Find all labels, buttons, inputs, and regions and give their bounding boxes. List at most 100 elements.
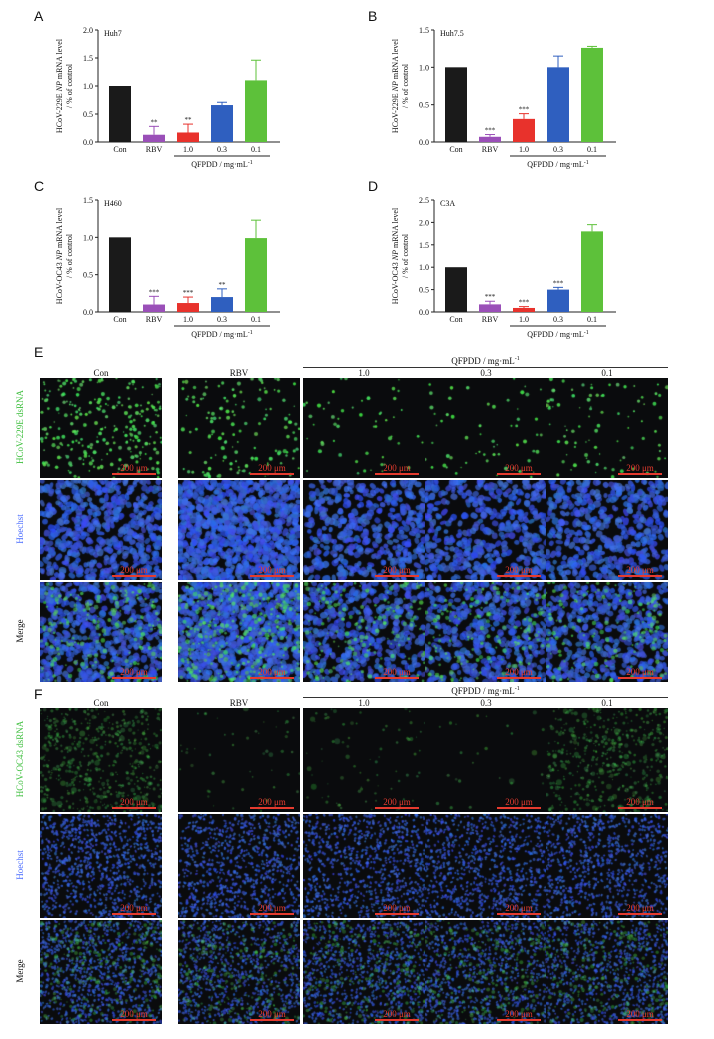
scale-bar-line <box>618 1019 662 1021</box>
column-label: Con <box>93 698 109 708</box>
row-label: HCoV-OC43 dsRNA <box>15 720 25 798</box>
scale-bar-line <box>112 677 156 679</box>
micrograph-canvas <box>425 920 547 1024</box>
micrograph-canvas <box>40 920 162 1024</box>
x-tick-label: 0.1 <box>587 315 597 324</box>
group-label: QFPDD / mg·mL-1 <box>191 160 252 169</box>
bar <box>445 267 467 312</box>
scale-bar: 200 μm <box>250 565 294 577</box>
micrograph-image: 200 μm <box>303 920 425 1024</box>
scale-bar: 200 μm <box>497 903 541 915</box>
x-tick-label: 1.0 <box>183 145 193 154</box>
y-tick-label: 1.5 <box>83 196 93 205</box>
column-label: RBV <box>229 698 249 708</box>
scale-bar: 200 μm <box>618 667 662 679</box>
scale-bar-label: 200 μm <box>626 667 654 677</box>
y-tick-label: 1.5 <box>83 54 93 63</box>
significance-label: *** <box>553 279 564 287</box>
qfpdd-header: QFPDD / mg·mL-1 <box>303 356 668 366</box>
scale-bar-label: 200 μm <box>626 903 654 913</box>
y-tick-label: 0.0 <box>83 138 93 147</box>
y-tick-label: 1.0 <box>83 82 93 91</box>
bar <box>211 105 233 142</box>
scale-bar-label: 200 μm <box>120 667 148 677</box>
scale-bar: 200 μm <box>497 1009 541 1021</box>
panel-letter-a: A <box>34 8 44 24</box>
chart-title: Huh7.5 <box>440 29 464 38</box>
y-tick-label: 1.0 <box>419 63 429 72</box>
micrograph-image: 200 μm <box>178 480 300 580</box>
scale-bar-label: 200 μm <box>505 1009 533 1019</box>
scale-bar-line <box>618 473 662 475</box>
micrograph-image: 200 μm <box>178 814 300 918</box>
scale-bar: 200 μm <box>375 797 419 809</box>
micrograph-canvas <box>303 708 425 812</box>
micrograph-image: 200 μm <box>546 708 668 812</box>
scale-bar-label: 200 μm <box>505 797 533 807</box>
scale-bar: 200 μm <box>250 903 294 915</box>
column-label: 0.3 <box>480 698 492 708</box>
significance-label: ** <box>219 281 227 289</box>
micrograph-image: 200 μm <box>303 378 425 478</box>
scale-bar-line <box>497 677 541 679</box>
y-tick-label: 0.5 <box>83 110 93 119</box>
scale-bar-label: 200 μm <box>505 667 533 677</box>
micrograph-image: 200 μm <box>303 480 425 580</box>
significance-label: ** <box>185 116 193 124</box>
column-label: 1.0 <box>358 698 370 708</box>
micrograph-image: 200 μm <box>40 708 162 812</box>
bar <box>513 307 535 312</box>
bar-chart-c: 0.0 0.5 1.0 1.5 H460 HCoV-OC43 NP mRNA level /… <box>36 178 346 343</box>
scale-bar: 200 μm <box>618 903 662 915</box>
micrograph-image: 200 μm <box>40 814 162 918</box>
scale-bar: 200 μm <box>112 1009 156 1021</box>
x-tick-label: 0.1 <box>587 145 597 154</box>
x-tick-label: RBV <box>146 145 163 154</box>
micrograph-image: 200 μm <box>303 814 425 918</box>
panel-letter-e: E <box>34 344 44 360</box>
x-tick-label: 0.3 <box>217 145 227 154</box>
bar <box>109 237 131 312</box>
chart-svg-b: 0.0 0.5 1.0 1.5 Huh7.5 HCoV-229E NP mRNA leve… <box>391 26 616 169</box>
scale-bar: 200 μm <box>375 463 419 475</box>
qfpdd-header-sup: -1 <box>514 356 520 362</box>
micrograph-canvas <box>546 582 668 682</box>
scale-bar-label: 200 μm <box>258 903 286 913</box>
y-tick-label: 0.5 <box>419 101 429 110</box>
chart-svg-d: 0.0 0.5 1.0 1.5 2.0 2.5 C3A HCoV-OC43 NP mRNA l… <box>391 196 616 339</box>
scale-bar: 200 μm <box>112 463 156 475</box>
bar <box>445 67 467 142</box>
micrograph-image: 200 μm <box>303 582 425 682</box>
scale-bar-line <box>497 1019 541 1021</box>
micrograph-image: 200 μm <box>40 480 162 580</box>
x-tick-label: RBV <box>146 315 163 324</box>
bar <box>109 86 131 142</box>
micrograph-panel-f: QFPDD / mg·mL-1 Con RBV 1.0 0.3 0.1 HCoV-OC43 … <box>0 686 714 1039</box>
qfpdd-header-line <box>303 697 668 698</box>
scale-bar: 200 μm <box>250 1009 294 1021</box>
micrograph-canvas <box>546 814 668 918</box>
y-tick-label: 0.0 <box>83 308 93 317</box>
panel-letter-d: D <box>368 178 379 194</box>
column-label: RBV <box>229 368 249 378</box>
micrograph-panel-e: QFPDD / mg·mL-1 Con RBV 1.0 0.3 0.1 HCoV-229E … <box>0 356 714 686</box>
micrograph-image: 200 μm <box>546 378 668 478</box>
bar <box>245 238 267 312</box>
x-tick-label: Con <box>449 315 462 324</box>
x-tick-label: 0.3 <box>217 315 227 324</box>
y-tick-label: 1.5 <box>419 241 429 250</box>
x-tick-label: 0.1 <box>251 145 261 154</box>
significance-label: *** <box>485 127 496 135</box>
micrograph-image: 200 μm <box>178 378 300 478</box>
micrograph-canvas <box>178 378 300 478</box>
scale-bar: 200 μm <box>497 463 541 475</box>
scale-bar: 200 μm <box>618 463 662 475</box>
bar <box>581 47 603 142</box>
qfpdd-header-text: QFPDD / mg·mL <box>451 686 515 696</box>
micrograph-canvas <box>303 582 425 682</box>
scale-bar-label: 200 μm <box>505 565 533 575</box>
bar-chart-d: 0.0 0.5 1.0 1.5 2.0 2.5 C3A HCoV-OC43 NP mRNA l… <box>372 178 682 343</box>
bar <box>177 303 199 312</box>
scale-bar: 200 μm <box>497 667 541 679</box>
micrograph-image: 200 μm <box>425 378 547 478</box>
